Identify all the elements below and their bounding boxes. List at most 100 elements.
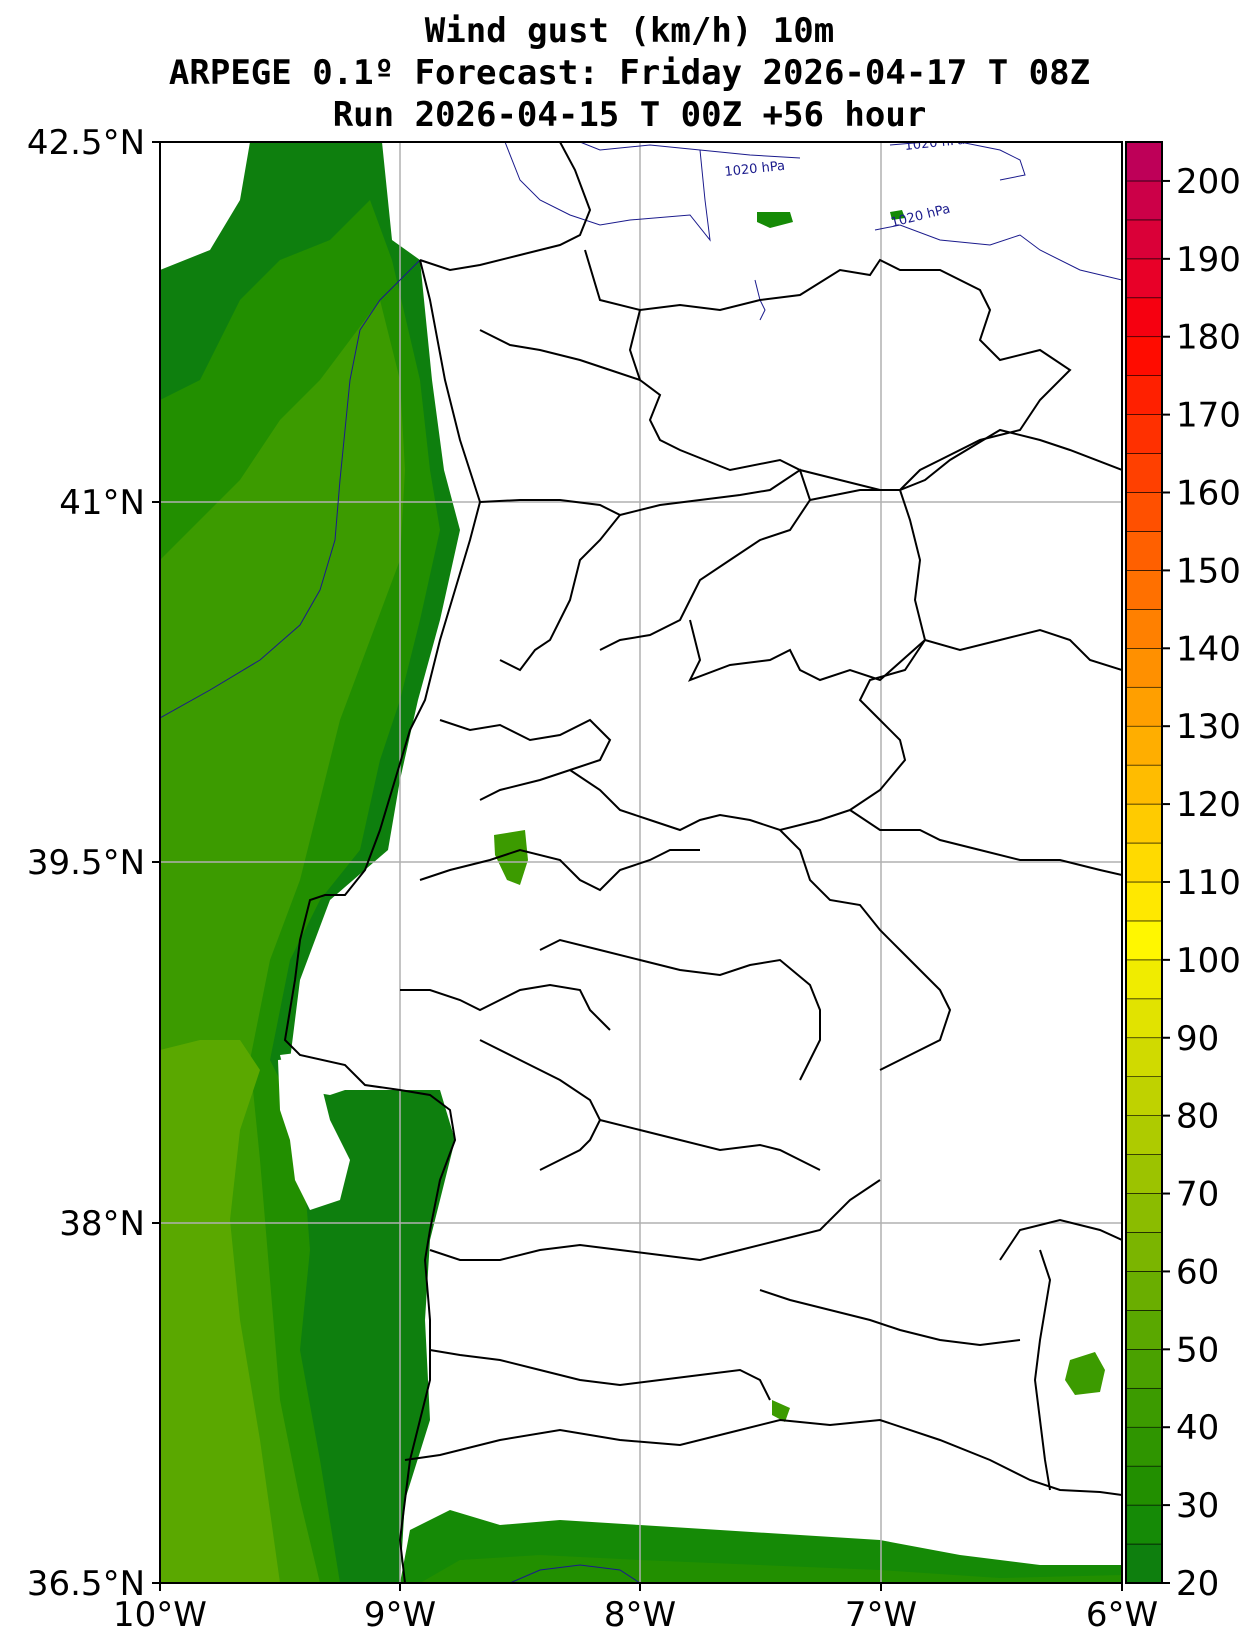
title-line-3: Run 2026-04-15 T 00Z +56 hour	[332, 95, 927, 135]
lon-tick-label: 6°W	[1086, 1595, 1158, 1635]
colorbar-segment	[1125, 803, 1163, 844]
colorbar-segment	[1125, 180, 1163, 221]
border-coimbra	[439, 718, 612, 771]
border-leiria	[479, 768, 1122, 876]
colorbar-tick-label: 50	[1176, 1330, 1219, 1370]
colorbar-tick-label: 130	[1176, 707, 1241, 747]
gust-contour-40-45	[160, 1040, 280, 1583]
colorbar-segment	[1125, 375, 1163, 415]
colorbar-tick-label: 70	[1176, 1175, 1219, 1215]
border-minho	[584, 249, 1072, 491]
border-castelobranco	[687, 619, 1122, 682]
border-portalegre	[779, 829, 952, 1071]
border-trasosmontes	[628, 309, 1122, 491]
colorbar-segment	[1125, 492, 1163, 532]
gust-spot-north-2	[890, 210, 905, 220]
colorbar-tick-label: 60	[1176, 1252, 1219, 1292]
title-line-1: Wind gust (km/h) 10m	[424, 11, 835, 51]
coastline	[283, 259, 482, 1583]
colorbar-segment	[1125, 998, 1163, 1039]
isobars	[160, 142, 1122, 1583]
colorbar-tick-label: 200	[1176, 162, 1241, 202]
colorbar-segment	[1125, 1543, 1163, 1584]
colorbar-segment	[1125, 141, 1163, 182]
border-beja	[429, 1179, 881, 1262]
land-setubal-peninsula	[278, 1058, 350, 1210]
colorbar-segment	[1125, 297, 1163, 338]
colorbar-segment	[1125, 1232, 1163, 1272]
lon-tick-label: 7°W	[845, 1595, 917, 1635]
colorbar	[1125, 141, 1163, 1584]
colorbar-segment	[1125, 1271, 1163, 1311]
colorbar-segment	[1125, 764, 1163, 805]
colorbar-tick-label: 180	[1176, 318, 1241, 358]
gust-spot-inland-1	[494, 830, 528, 885]
border-douro	[479, 329, 641, 381]
border-baixo-alentejo	[759, 1289, 1021, 1347]
lat-tick-label: 41°N	[59, 483, 145, 523]
colorbar-segment	[1125, 1349, 1163, 1389]
colorbar-segment	[1125, 881, 1163, 922]
lon-tick-labels: 10°W 9°W 8°W 7°W 6°W	[113, 1595, 1158, 1635]
colorbar-segment	[1125, 258, 1163, 299]
colorbar-tick-label: 140	[1176, 629, 1241, 669]
isobar-label-3: 1020 hPa	[889, 202, 952, 231]
lon-tick-label: 9°W	[364, 1595, 436, 1635]
colorbar-segment	[1125, 1504, 1163, 1545]
border-guadiana	[1033, 1249, 1052, 1491]
border-lisbon-north	[400, 983, 611, 1031]
colorbar-tick-label: 150	[1176, 551, 1241, 591]
colorbar-segment	[1125, 1037, 1163, 1078]
lon-tick-label: 10°W	[113, 1595, 207, 1635]
colorbar-tick-label: 110	[1176, 863, 1241, 903]
colorbar-segment	[1125, 842, 1163, 883]
plot-area: 1020 hPa 1020 hPa 1020 hPa	[160, 133, 1122, 1583]
isobar-label-1: 1020 hPa	[724, 159, 786, 180]
colorbar-segment	[1125, 1426, 1163, 1467]
colorbar-tick-label: 20	[1176, 1564, 1219, 1604]
border-porto-south	[479, 499, 622, 672]
colorbar-tick-label: 90	[1176, 1019, 1219, 1059]
lat-tick-labels: 42.5°N 41°N 39.5°N 38°N 36.5°N	[27, 123, 145, 1604]
gust-spot-north-1	[757, 212, 793, 228]
border-north	[419, 142, 592, 272]
colorbar-segment	[1125, 725, 1163, 766]
colorbar-tick-label: 30	[1176, 1486, 1219, 1526]
land-peniche-area	[385, 875, 420, 920]
border-algarve-north	[429, 1349, 771, 1401]
gust-spot-south-1	[772, 1400, 790, 1422]
colorbar-tick-label: 160	[1176, 474, 1241, 514]
lat-tick-label: 38°N	[59, 1204, 145, 1244]
colorbar-segment	[1125, 1076, 1163, 1116]
tick-marks	[152, 141, 1123, 1591]
colorbar-tick-label: 190	[1176, 240, 1241, 280]
colorbar-tick-label: 40	[1176, 1408, 1219, 1448]
coastline-and-borders	[283, 142, 1122, 1583]
colorbar-tick-labels: 20 30 40 50 60 70 80 90 100 110 120 130 140 150 160 170…	[1162, 162, 1241, 1604]
border-viseu	[599, 468, 812, 651]
colorbar-segment	[1125, 1193, 1163, 1233]
lat-tick-label: 39.5°N	[27, 843, 145, 883]
border-spain-east	[999, 1218, 1122, 1261]
colorbar-tick-label: 170	[1176, 396, 1241, 436]
isobar-label-2: 1020 hPa	[904, 133, 966, 154]
border-alto-alentejo	[539, 938, 821, 1081]
border-setubal-alentejo	[479, 1039, 602, 1171]
colorbar-segment	[1125, 1154, 1163, 1194]
border-guarda	[809, 489, 927, 811]
colorbar-segment	[1125, 219, 1163, 260]
colorbar-segment	[1125, 570, 1163, 610]
gust-spot-east-1	[1065, 1352, 1105, 1395]
lon-tick-label: 8°W	[604, 1595, 676, 1635]
colorbar-segment	[1125, 531, 1163, 571]
colorbar-segment	[1125, 609, 1163, 649]
colorbar-segment	[1125, 959, 1163, 1000]
lat-tick-label: 36.5°N	[27, 1564, 145, 1604]
colorbar-segment	[1125, 1387, 1163, 1428]
colorbar-tick-label: 120	[1176, 785, 1241, 825]
colorbar-segment	[1125, 453, 1163, 493]
colorbar-segment	[1125, 686, 1163, 727]
title-line-2: ARPEGE 0.1º Forecast: Friday 2026-04-17 …	[168, 53, 1091, 93]
gust-contour-south-coast-inner	[420, 1555, 1122, 1583]
